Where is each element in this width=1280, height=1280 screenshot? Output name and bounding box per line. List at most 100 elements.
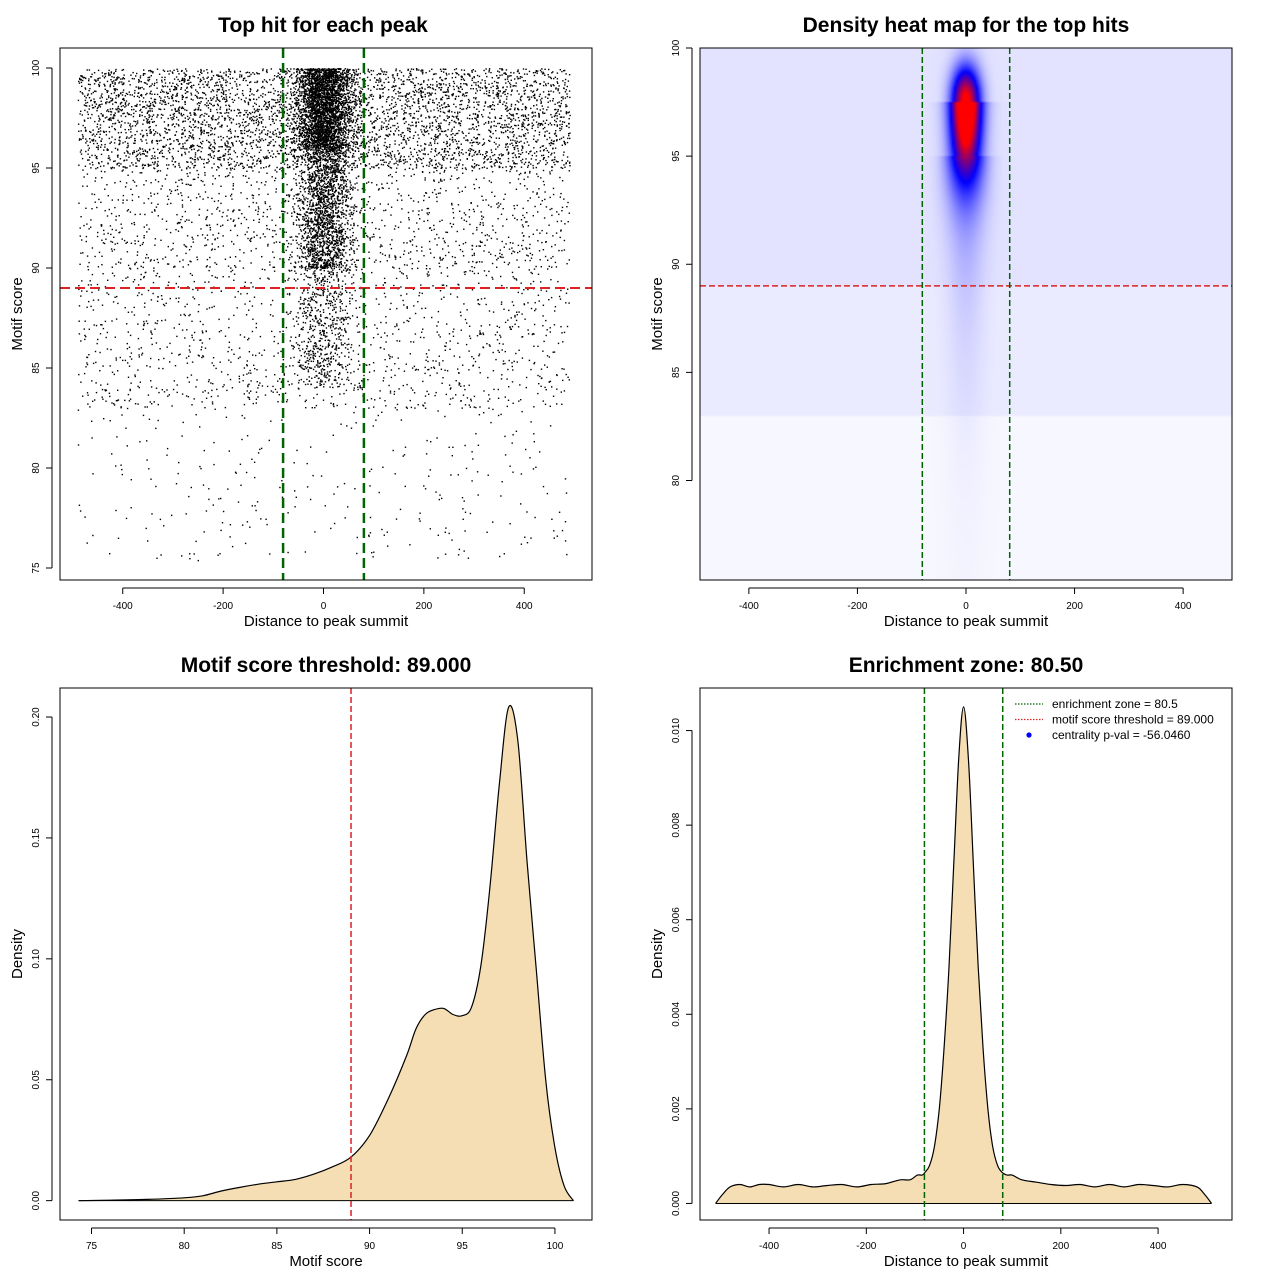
- scatter-point: [94, 135, 96, 137]
- scatter-point: [286, 72, 288, 74]
- scatter-point: [129, 389, 131, 392]
- scatter-point: [336, 486, 339, 488]
- scatter-point: [418, 69, 420, 71]
- scatter-point: [280, 83, 282, 85]
- scatter-point: [428, 227, 431, 229]
- scatter-point: [141, 172, 143, 174]
- scatter-point: [231, 349, 233, 351]
- scatter-point: [258, 73, 260, 75]
- scatter-point: [157, 403, 159, 406]
- scatter-point: [499, 166, 501, 168]
- scatter-point: [227, 488, 229, 490]
- scatter-point: [355, 89, 357, 91]
- scatter-point: [148, 228, 150, 230]
- scatter-point: [291, 118, 293, 120]
- scatter-point: [563, 140, 565, 143]
- scatter-point: [484, 297, 486, 300]
- scatter-point: [231, 142, 234, 144]
- scatter-point: [163, 91, 165, 93]
- scatter-point: [186, 173, 188, 175]
- scatter-point: [134, 374, 136, 376]
- scatter-point: [546, 138, 548, 141]
- scatter-point: [376, 118, 379, 120]
- scatter-point: [434, 238, 436, 240]
- scatter-point: [303, 233, 306, 235]
- scatter-point: [169, 114, 172, 116]
- scatter-point: [552, 148, 554, 150]
- scatter-point: [178, 461, 180, 464]
- scatter-point: [350, 213, 352, 216]
- scatter-point: [279, 486, 281, 489]
- scatter-point: [256, 109, 258, 112]
- scatter-point: [478, 164, 480, 167]
- scatter-point: [241, 152, 243, 155]
- scatter-point: [316, 130, 319, 132]
- scatter-point: [429, 227, 432, 229]
- scatter-point: [415, 68, 418, 70]
- scatter-point: [356, 536, 358, 539]
- scatter-point: [433, 73, 436, 75]
- scatter-point: [117, 107, 119, 109]
- scatter-point: [417, 110, 420, 112]
- scatter-point: [544, 255, 547, 258]
- scatter-point: [94, 101, 96, 103]
- scatter-point: [524, 114, 526, 116]
- scatter-point: [456, 73, 458, 75]
- scatter-point: [408, 139, 410, 141]
- scatter-point: [173, 140, 175, 142]
- scatter-point: [260, 160, 262, 163]
- scatter-point: [316, 150, 318, 152]
- scatter-point: [569, 161, 571, 163]
- scatter-point: [139, 147, 141, 149]
- scatter-point: [410, 81, 412, 83]
- scatter-point: [498, 342, 501, 345]
- scatter-point: [181, 77, 184, 79]
- scatter-point: [381, 253, 384, 255]
- scatter-point: [445, 68, 447, 70]
- scatter-point: [126, 93, 129, 95]
- scatter-point: [207, 196, 209, 199]
- scatter-point: [542, 112, 544, 115]
- scatter-point: [229, 128, 231, 130]
- scatter-point: [508, 262, 511, 264]
- scatter-point: [549, 100, 551, 102]
- scatter-point: [111, 199, 113, 201]
- scatter-point: [431, 121, 434, 124]
- scatter-point: [568, 133, 570, 135]
- scatter-point: [523, 216, 526, 219]
- scatter-point: [562, 379, 564, 382]
- scatter-point: [131, 171, 134, 173]
- scatter-point: [124, 359, 127, 362]
- scatter-point: [240, 142, 242, 144]
- scatter-point: [287, 279, 289, 281]
- scatter-point: [371, 136, 373, 138]
- scatter-point: [535, 70, 538, 73]
- scatter-point: [412, 98, 414, 100]
- scatter-point: [562, 154, 565, 156]
- scatter-point: [369, 239, 371, 241]
- scatter-point: [205, 510, 208, 512]
- scatter-point: [521, 128, 523, 131]
- scatter-point: [225, 81, 227, 84]
- scatter-point: [250, 81, 252, 83]
- scatter-point: [197, 70, 199, 73]
- scatter-point: [439, 115, 441, 117]
- scatter-point: [406, 306, 408, 308]
- scatter-point: [250, 116, 252, 119]
- scatter-point: [96, 342, 98, 345]
- scatter-point: [461, 94, 464, 97]
- scatter-point: [191, 144, 194, 146]
- scatter-point: [393, 228, 396, 230]
- scatter-point: [400, 419, 403, 421]
- scatter-point: [441, 86, 443, 89]
- scatter-point: [250, 237, 253, 239]
- scatter-point: [90, 284, 92, 286]
- scatter-point: [156, 81, 158, 84]
- scatter-point: [551, 142, 553, 145]
- scatter-point: [498, 205, 500, 207]
- scatter-point: [176, 335, 178, 338]
- scatter-point: [501, 155, 503, 157]
- scatter-point: [468, 350, 470, 352]
- scatter-point: [108, 155, 110, 157]
- scatter-point: [142, 328, 144, 330]
